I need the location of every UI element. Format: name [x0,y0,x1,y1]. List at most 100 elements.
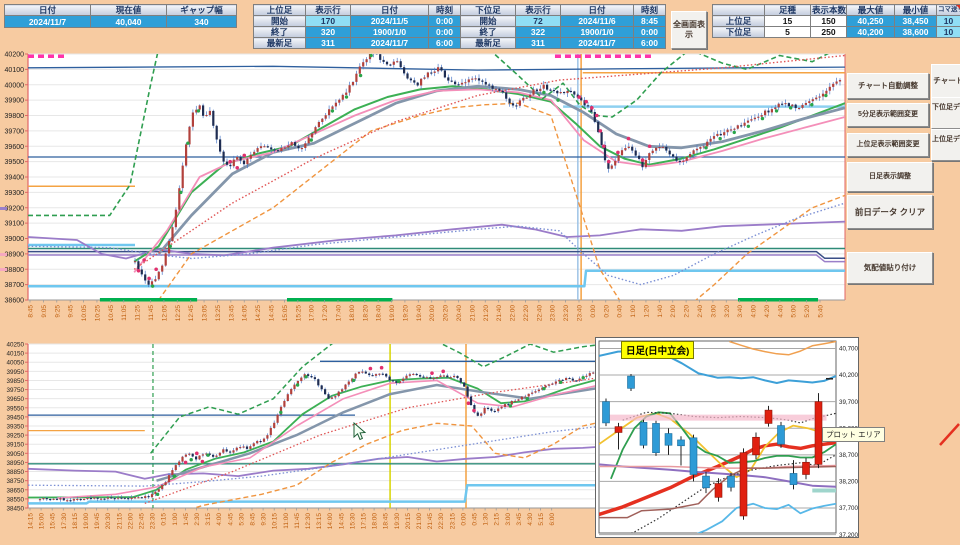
prev-day-clear-button[interactable]: 前日データ クリア [847,195,933,229]
svg-text:23:30: 23:30 [150,513,157,530]
sheet-remnant-mark [0,207,7,210]
svg-text:2:40: 2:40 [697,305,704,318]
upper-range-change-button[interactable]: 上位足表示範囲変更 [847,133,929,157]
svg-text:8:45: 8:45 [250,513,257,526]
m5-range-change-button[interactable]: 5分足表示範囲変更 [847,103,929,127]
svg-text:5:00: 5:00 [791,305,798,318]
lower-latest-label: 最新足 [461,38,516,49]
fullscreen-button[interactable]: 全画面表示 [671,11,707,49]
svg-text:38800: 38800 [5,267,25,274]
session-axis-segment [100,298,197,302]
svg-text:1:30: 1:30 [483,513,490,526]
svg-text:39500: 39500 [5,159,25,166]
upper-end-time: 0:00 [429,27,461,38]
svg-text:10:05: 10:05 [81,305,88,322]
main-chart-canvas: 3860038700388003890039000391003920039300… [0,50,850,342]
lower-request-write-button[interactable]: 下位足データ要求書き込み [931,97,960,129]
upper-time-header: 時刻 [429,5,461,16]
upper-request-write-button[interactable]: 上位足データ要求書き込み [931,129,960,161]
svg-text:9:25: 9:25 [54,305,61,318]
svg-text:19:00: 19:00 [389,305,396,322]
svg-text:0:45: 0:45 [472,513,479,526]
svg-text:1:00: 1:00 [172,513,179,526]
svg-text:11:45: 11:45 [294,513,301,529]
svg-text:23:15: 23:15 [449,513,456,530]
svg-text:38550: 38550 [6,496,24,503]
svg-text:19:40: 19:40 [416,305,423,322]
svg-text:20:40: 20:40 [456,305,463,322]
bars-header-max: 最大値 [847,5,895,16]
svg-text:40,700: 40,700 [839,346,858,353]
svg-text:11:00: 11:00 [283,513,290,529]
svg-text:5:20: 5:20 [804,305,811,318]
svg-text:5:15: 5:15 [538,513,545,526]
svg-text:39,700: 39,700 [839,399,858,406]
svg-text:8:45: 8:45 [28,305,35,318]
bars-lower-min: 38,600 [895,27,937,38]
svg-text:15:00: 15:00 [39,513,46,530]
svg-text:39850: 39850 [6,378,24,385]
bars-lower-count: 250 [811,27,847,38]
svg-text:18:20: 18:20 [362,305,369,322]
svg-text:17:15: 17:15 [361,513,368,530]
lower-start-row: 72 [516,16,561,27]
svg-text:39800: 39800 [5,113,25,120]
svg-text:39950: 39950 [6,369,24,376]
svg-text:39750: 39750 [6,387,24,394]
svg-text:2:30: 2:30 [194,513,201,526]
svg-text:14:05: 14:05 [242,305,249,322]
svg-text:10:45: 10:45 [108,305,115,322]
daily-chart: 40,70040,20039,70039,20038,70038,20037,7… [595,337,859,538]
svg-text:15:25: 15:25 [295,305,302,322]
upper-leg-dates: 日付 時刻 2024/11/5 0:00 1900/1/0 0:00 2024/… [350,4,461,49]
bars-upper-count: 150 [811,16,847,27]
lower-latest-date: 2024/11/7 [561,38,634,49]
chart-auto-adjust-button[interactable]: チャート自動調整 [847,73,929,99]
svg-text:21:40: 21:40 [496,305,503,322]
svg-text:39450: 39450 [6,414,24,421]
svg-text:19:30: 19:30 [394,513,401,530]
upper-latest-label: 最新足 [254,38,306,49]
lower-end-date: 1900/1/0 [561,27,634,38]
bars-upper-label: 上位足 [713,16,765,27]
svg-text:21:20: 21:20 [483,305,490,322]
svg-text:3:40: 3:40 [737,305,744,318]
sheet-remnant-mark [0,253,7,256]
lower-leg-table: 下位足 表示行 開始 72 終了 322 最新足 311 [460,4,561,49]
svg-text:0:20: 0:20 [603,305,610,318]
upper-date-header: 日付 [351,5,429,16]
quote-paste-button[interactable]: 気配値貼り付け [847,252,933,284]
svg-text:38450: 38450 [6,506,24,513]
svg-text:39400: 39400 [5,175,25,182]
daily-adjust-button[interactable]: 日足表示調整 [847,162,933,192]
svg-text:15:30: 15:30 [349,513,356,530]
svg-text:39150: 39150 [6,442,24,449]
svg-text:17:20: 17:20 [322,305,329,322]
bars-lower-label: 下位足 [713,27,765,38]
bars-header-type: 足種 [765,5,811,16]
svg-text:22:00: 22:00 [127,513,134,530]
svg-text:22:00: 22:00 [510,305,517,322]
svg-text:4:00: 4:00 [751,305,758,318]
svg-text:0:00: 0:00 [460,513,467,526]
svg-text:20:30: 20:30 [105,513,112,530]
svg-text:38750: 38750 [6,478,24,485]
bars-header-step: コマ送り本 [937,5,960,16]
svg-text:5:40: 5:40 [818,305,825,318]
svg-text:39200: 39200 [5,205,25,212]
svg-text:22:40: 22:40 [536,305,543,322]
svg-text:38650: 38650 [6,487,24,494]
svg-text:38900: 38900 [5,251,25,258]
lower-leg-dates: 日付 時刻 2024/11/6 8:45 1900/1/0 0:00 2024/… [560,4,666,49]
comment-marker-icon [956,5,960,9]
svg-text:21:00: 21:00 [469,305,476,322]
svg-text:6:00: 6:00 [549,513,556,526]
svg-text:2:00: 2:00 [670,305,677,318]
svg-text:14:45: 14:45 [269,305,276,322]
svg-text:39900: 39900 [5,98,25,105]
svg-text:39100: 39100 [5,221,25,228]
svg-text:38600: 38600 [5,298,25,305]
session-axis-segment [738,298,818,302]
